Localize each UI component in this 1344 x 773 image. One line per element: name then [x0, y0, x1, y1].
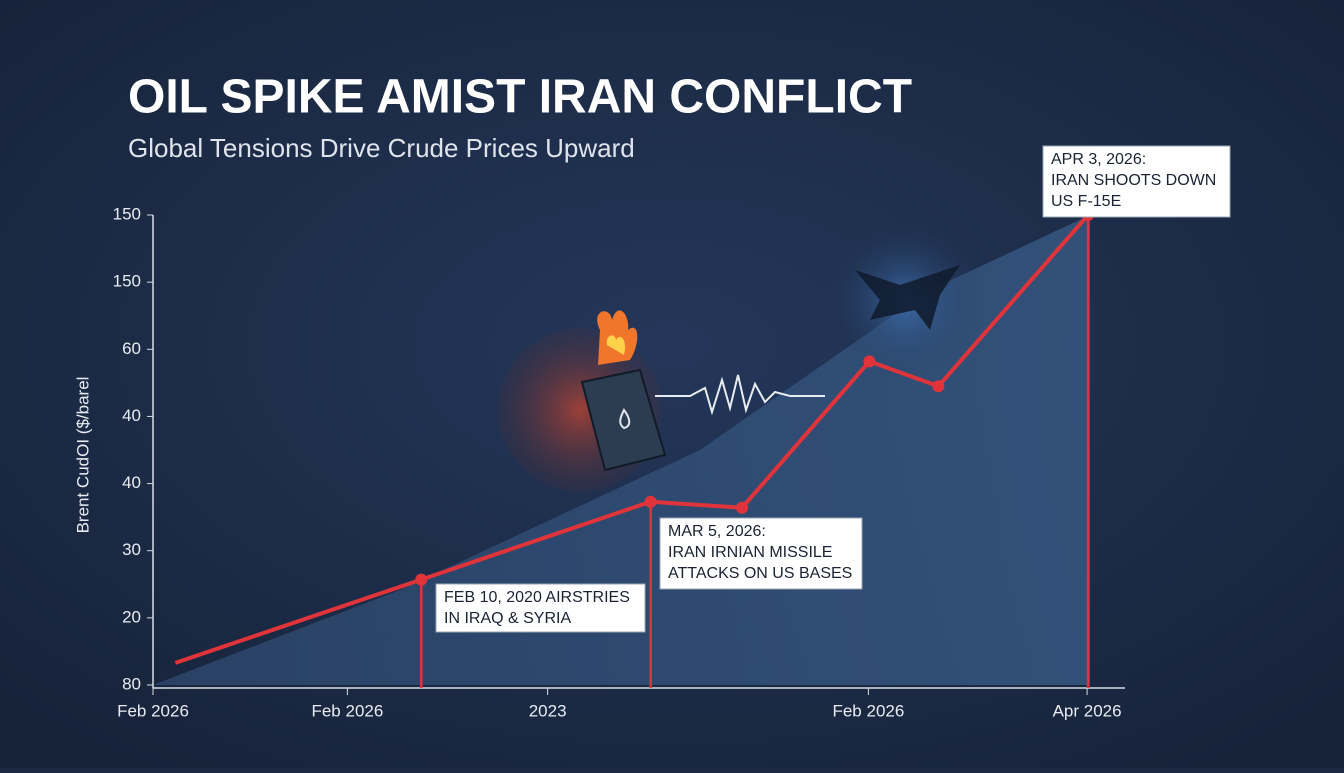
- y-tick-label: 40: [122, 406, 141, 425]
- y-tick-label: 150: [113, 272, 141, 291]
- pulse-decoration: [655, 374, 825, 416]
- annotation-text: IRAN IRNIAN MISSILE: [668, 544, 832, 561]
- y-tick-label: 30: [122, 540, 141, 559]
- x-tick-label: Feb 2026: [832, 701, 904, 720]
- price-point: [932, 380, 945, 393]
- x-tick-label: 2023: [529, 701, 567, 720]
- annotation-box: [435, 583, 646, 633]
- annotation-text: FEB 10, 2020 AIRSTRIES: [444, 589, 630, 606]
- y-tick-label: 20: [122, 607, 141, 626]
- annotation-text: US F-15E: [1051, 193, 1121, 210]
- jet-silhouette: [855, 265, 960, 330]
- price-point: [415, 573, 428, 586]
- x-tick-label: Apr 2026: [1053, 701, 1122, 720]
- annotation-text: APR 3, 2026:: [1051, 151, 1146, 168]
- annotation: MAR 5, 2026: IRAN IRNIAN MISSILE ATTACKS O…: [659, 517, 863, 590]
- y-tick-label: 150: [113, 204, 141, 223]
- y-tick-label: 60: [122, 339, 141, 358]
- chart-title: OIL SPIKE AMIST IRAN CONFLICT: [128, 71, 912, 124]
- y-tick-label: 40: [122, 473, 141, 492]
- price-point: [863, 355, 876, 368]
- barrel-icon: [580, 310, 667, 472]
- chart-subtitle: Global Tensions Drive Crude Prices Upwar…: [128, 133, 635, 163]
- annotation-box: [659, 517, 863, 590]
- annotation-text: ATTACKS ON US BASES: [668, 565, 852, 582]
- annotation-box: [1042, 145, 1231, 218]
- price-point: [736, 501, 749, 514]
- y-tick-label: 80: [122, 674, 141, 693]
- y-axis-label: Brent CudOI ($/barel: [73, 377, 92, 534]
- annotation: FEB 10, 2020 AIRSTRIES IN IRAQ & SYRIA: [435, 583, 646, 633]
- annotation-text: MAR 5, 2026:: [668, 523, 766, 540]
- x-tick-label: Feb 2026: [311, 701, 383, 720]
- annotation-text: IN IRAQ & SYRIA: [444, 610, 571, 627]
- annotation-text: IRAN SHOOTS DOWN: [1051, 172, 1216, 189]
- annotation: APR 3, 2026: IRAN SHOOTS DOWN US F-15E: [1042, 145, 1231, 218]
- price-point: [644, 495, 657, 508]
- x-tick-label: Feb 2026: [117, 701, 189, 720]
